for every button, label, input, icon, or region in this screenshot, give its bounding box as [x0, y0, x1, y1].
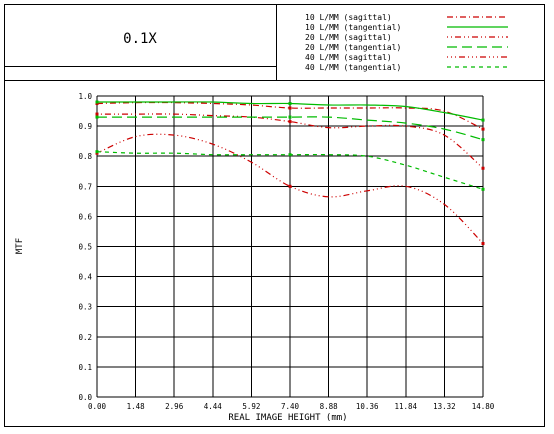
- series-point-4: [481, 138, 485, 142]
- series-point-3: [288, 120, 292, 124]
- y-tick-labels: 0.0 0.1 0.2 0.3 0.4 0.5 0.6 0.7 0.8 0.9 1.0: [78, 92, 92, 402]
- y-tick-label: 0.2: [78, 333, 92, 342]
- y-axis-label: MTF: [15, 238, 25, 254]
- legend-entry-1: 10 L/MM (sagittal): [305, 13, 392, 22]
- series-point-2: [288, 102, 292, 106]
- x-tick-label: 14.80: [472, 402, 495, 411]
- legend-entry-6: 40 L/MM (tangential): [305, 63, 401, 72]
- chart-title: 0.1X: [123, 30, 157, 47]
- series-point-4: [95, 115, 99, 119]
- series-point-1: [481, 127, 485, 131]
- series-point-6: [288, 153, 292, 157]
- y-tick-label: 0.4: [78, 273, 92, 282]
- series-point-5: [288, 184, 292, 188]
- series-point-5: [95, 151, 99, 155]
- x-axis-label: REAL IMAGE HEIGHT (mm): [228, 413, 347, 423]
- x-tick-label: 1.48: [127, 402, 146, 411]
- x-tick-label: 10.36: [356, 402, 379, 411]
- y-tick-label: 0.7: [78, 182, 92, 191]
- y-tick-label: 0.5: [78, 243, 92, 252]
- series-line-4: [97, 116, 484, 141]
- series-point-2: [481, 118, 485, 122]
- series-layer: [95, 100, 485, 245]
- x-tick-label: 0.00: [88, 402, 107, 411]
- chart-frame: [4, 4, 545, 427]
- y-tick-label: 0.9: [78, 122, 92, 131]
- y-tick-label: 0.3: [78, 303, 92, 312]
- header-divider: [4, 80, 545, 81]
- series-point-3: [481, 166, 485, 170]
- y-tick-label: 0.6: [78, 212, 92, 221]
- series-point-3: [95, 112, 99, 116]
- y-tick-label: 1.0: [78, 92, 92, 101]
- x-tick-label: 4.44: [204, 402, 223, 411]
- y-tick-label: 0.0: [78, 393, 92, 402]
- legend: 10 L/MM (sagittal)10 L/MM (tangential)20…: [305, 13, 508, 72]
- x-tick-label: 11.84: [395, 402, 418, 411]
- grid: [96, 95, 484, 398]
- x-tick-label: 7.40: [281, 402, 300, 411]
- y-tick-label: 0.8: [78, 152, 92, 161]
- series-point-5: [481, 241, 485, 245]
- title-box-divider: [4, 66, 276, 67]
- x-tick-labels: 0.00 1.48 2.96 4.44 5.92 7.40 8.88 10.36 11.84 13…: [88, 402, 495, 411]
- series-point-4: [288, 115, 292, 119]
- x-tick-label: 2.96: [165, 402, 184, 411]
- legend-entry-5: 40 L/MM (sagittal): [305, 53, 392, 62]
- x-tick-label: 5.92: [242, 402, 260, 411]
- legend-entry-4: 20 L/MM (tangential): [305, 43, 401, 52]
- series-point-2: [95, 100, 99, 104]
- series-point-6: [481, 187, 485, 191]
- x-tick-label: 8.88: [320, 402, 339, 411]
- header-column-divider: [276, 4, 277, 81]
- legend-entry-3: 20 L/MM (sagittal): [305, 33, 392, 42]
- x-tick-label: 13.32: [433, 402, 456, 411]
- legend-entry-2: 10 L/MM (tangential): [305, 23, 401, 32]
- series-point-1: [288, 106, 292, 110]
- y-tick-label: 0.1: [78, 363, 92, 372]
- series-point-1: [95, 102, 99, 106]
- series-point-6: [95, 150, 99, 154]
